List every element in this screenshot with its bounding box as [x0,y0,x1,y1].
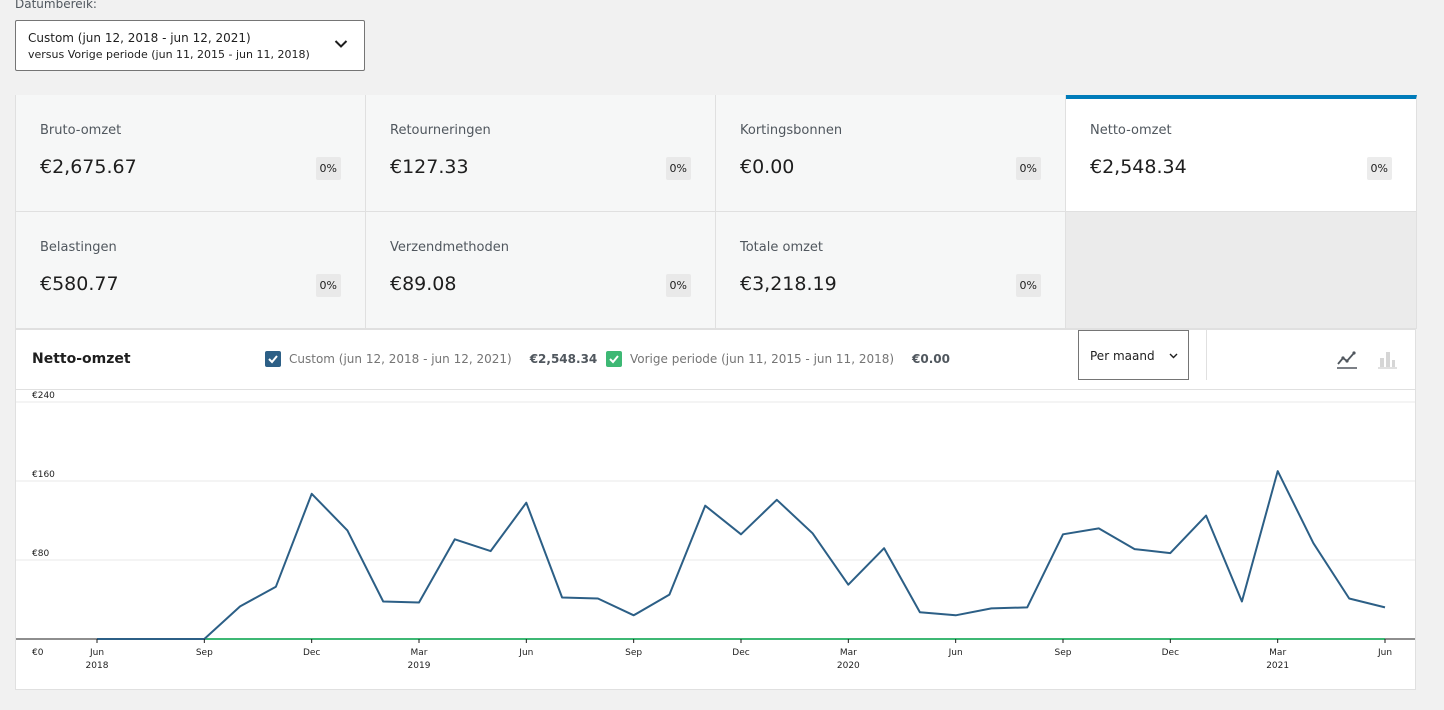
summary-card-totale-omzet[interactable]: Totale omzet €3,218.19 0% [716,212,1066,329]
legend-series-name: Custom (jun 12, 2018 - jun 12, 2021) [289,352,512,366]
summary-card-value: €2,548.34 [1090,156,1187,178]
x-tick-label: Jun [89,648,104,658]
summary-card-label: Verzendmethoden [390,240,509,255]
bar-chart-icon[interactable] [1376,348,1398,370]
summary-card-value: €127.33 [390,156,469,178]
series-line-custom [97,470,1386,640]
summary-card-value: €580.77 [40,273,119,295]
y-tick-label: €240 [32,391,55,401]
summary-card-verzendmethoden[interactable]: Verzendmethoden €89.08 0% [366,212,716,329]
legend-item-custom[interactable]: Custom (jun 12, 2018 - jun 12, 2021) €2,… [265,351,597,367]
delta-badge: 0% [665,274,691,297]
x-tick-label: Jun [948,648,963,658]
delta-badge: 0% [665,157,691,180]
legend-item-vorige-periode[interactable]: Vorige periode (jun 11, 2015 - jun 11, 2… [606,351,950,367]
x-tick-label: Dec [303,648,320,658]
chevron-down-icon [334,40,348,48]
summary-card-retourneringen[interactable]: Retourneringen €127.33 0% [366,95,716,212]
chart-title: Netto-omzet [32,351,131,367]
summary-card-value: €89.08 [390,273,457,295]
summary-card-label: Totale omzet [740,240,824,255]
x-tick-label: Jun [1377,648,1392,658]
x-tick-year-label: 2018 [86,661,109,671]
x-tick-label: Sep [625,648,642,658]
chart-panel: Netto-omzet Custom (jun 12, 2018 - jun 1… [15,329,1416,690]
delta-badge: 0% [315,274,341,297]
legend-series-total: €2,548.34 [529,352,598,366]
date-range-primary: Custom (jun 12, 2018 - jun 12, 2021) [28,31,251,45]
x-tick-label: Jun [518,648,533,658]
summary-card-value: €3,218.19 [740,273,837,295]
summary-card-bruto-omzet[interactable]: Bruto-omzet €2,675.67 0% [16,95,366,212]
y-tick-label: €80 [32,549,49,559]
x-tick-label: Mar [840,648,857,658]
summary-card-value: €0.00 [740,156,795,178]
chevron-down-icon [1169,353,1178,359]
delta-badge: 0% [315,157,341,180]
summary-card-label: Kortingsbonnen [740,123,843,138]
line-chart-icon[interactable] [1336,348,1358,370]
x-tick-label: Mar [411,648,428,658]
date-range-dropdown[interactable]: Custom (jun 12, 2018 - jun 12, 2021) ver… [15,20,365,71]
checkbox-checked-icon[interactable] [265,351,281,367]
summary-cards: Bruto-omzet €2,675.67 0% Retourneringen … [15,95,1417,330]
summary-card-label: Netto-omzet [1090,123,1172,138]
x-tick-year-label: 2020 [837,661,860,671]
summary-card-value: €2,675.67 [40,156,137,178]
summary-card-label: Retourneringen [390,123,491,138]
legend-series-total: €0.00 [912,352,951,366]
x-tick-label: Dec [1162,648,1179,658]
legend-series-name: Vorige periode (jun 11, 2015 - jun 11, 2… [630,352,895,366]
date-range-label: Datumbereik: [15,0,97,11]
x-tick-label: Mar [1269,648,1286,658]
y-tick-label: €160 [32,470,55,480]
summary-card-placeholder [1066,212,1417,329]
summary-card-label: Bruto-omzet [40,123,122,138]
date-range-secondary: versus Vorige periode (jun 11, 2015 - ju… [28,48,310,61]
line-chart: €0 €80 €160 €240 Jun 2018 Sep Dec Mar 2019 Jun Sep… [16,391,1415,671]
summary-card-belastingen[interactable]: Belastingen €580.77 0% [16,212,366,329]
chart-header: Netto-omzet Custom (jun 12, 2018 - jun 1… [16,330,1415,390]
summary-card-netto-omzet[interactable]: Netto-omzet €2,548.34 0% [1066,95,1417,212]
delta-badge: 0% [1015,274,1041,297]
checkbox-checked-icon[interactable] [606,351,622,367]
x-tick-label: Sep [196,648,213,658]
header-divider [1206,330,1207,380]
delta-badge: 0% [1015,157,1041,180]
summary-card-kortingsbonnen[interactable]: Kortingsbonnen €0.00 0% [716,95,1066,212]
y-tick-label: €0 [32,648,44,658]
x-tick-label: Dec [732,648,749,658]
delta-badge: 0% [1366,157,1392,180]
x-tick-year-label: 2021 [1266,661,1289,671]
x-tick-label: Sep [1055,648,1072,658]
interval-select-value: Per maand [1090,349,1155,363]
interval-select[interactable]: Per maand [1078,330,1189,380]
x-tick-year-label: 2019 [408,661,431,671]
summary-card-label: Belastingen [40,240,117,255]
